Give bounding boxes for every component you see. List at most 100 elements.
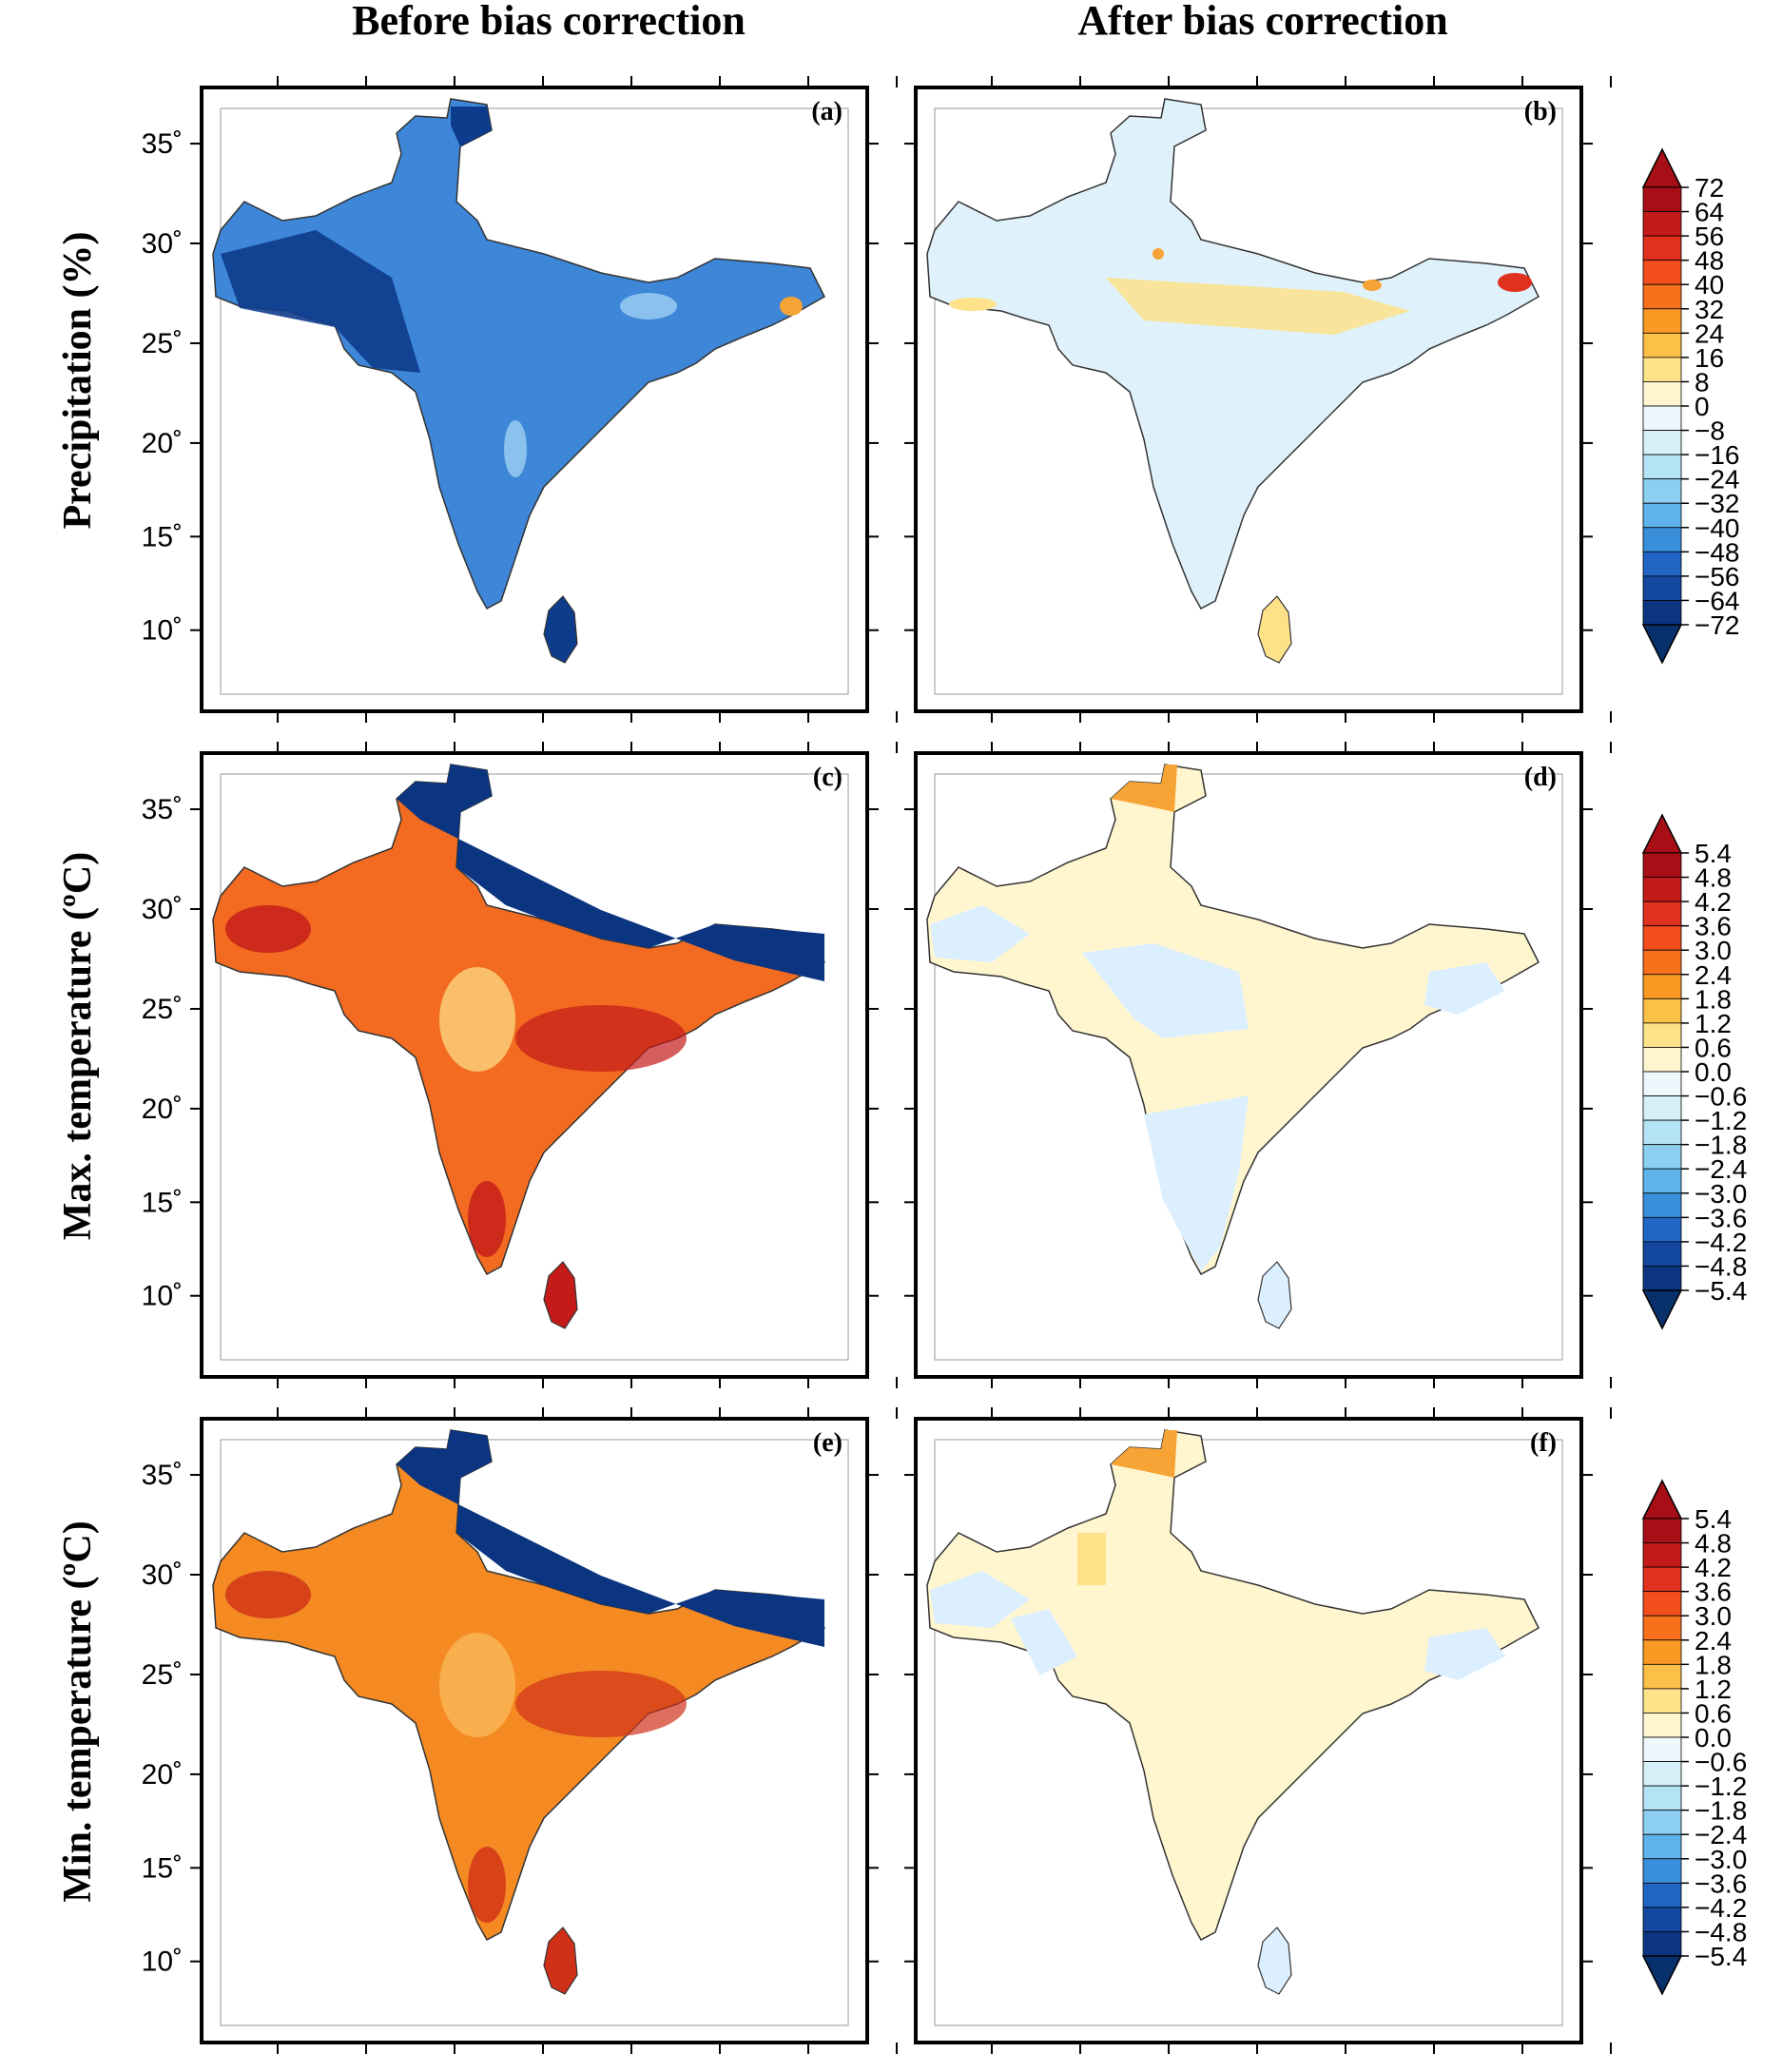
colorbar-tick-label: −16 (1695, 440, 1740, 470)
colorbar-tick-label: −40 (1695, 513, 1740, 543)
panel-label-a: (a) (811, 97, 843, 126)
colorbar-tick-label: −0.6 (1695, 1082, 1747, 1112)
colorbar-band (1642, 997, 1682, 1024)
colorbar-band (1642, 1785, 1682, 1811)
colorbar-band (1642, 600, 1682, 626)
colorbar-band (1642, 1931, 1682, 1957)
colorbar-band (1642, 1639, 1682, 1665)
map-shape-c (212, 764, 825, 1329)
colorbar-tick-label: 4.2 (1695, 887, 1732, 917)
colorbar-tick-label: 56 (1695, 222, 1724, 251)
colorbar-band (1642, 1663, 1682, 1690)
row-title-2: Min. temperature (ºC) (56, 1520, 100, 1902)
map-panel-d: (d) (904, 742, 1612, 1388)
colorbar-band (1642, 1688, 1682, 1714)
colorbar-tick-label: −1.8 (1695, 1131, 1747, 1160)
map-shape-f (926, 1429, 1540, 1995)
latitude-tick-label: 20˚ (142, 428, 183, 459)
colorbar-band (1642, 1119, 1682, 1146)
colorbar-tick-label: 48 (1695, 246, 1724, 276)
latitude-tick-label: 20˚ (142, 1759, 183, 1791)
colorbar-over-arrow (1641, 1479, 1683, 1520)
colorbar-tick-label: −1.8 (1695, 1796, 1747, 1826)
latitude-tick-label: 10˚ (142, 1946, 183, 1978)
colorbar-tick-label: 1.2 (1695, 1675, 1732, 1704)
colorbar-tick-label: −56 (1695, 562, 1740, 591)
latitude-tick-label: 35˚ (142, 794, 183, 825)
colorbar-tick-label: 4.8 (1695, 863, 1732, 893)
colorbar-tick-label: 64 (1695, 198, 1724, 227)
column-title-after: After bias correction (1077, 0, 1447, 44)
latitude-tick-label: 20˚ (142, 1094, 183, 1125)
colorbar-tick-label: −2.4 (1695, 1154, 1747, 1184)
latitude-tick-label: 25˚ (142, 994, 183, 1025)
colorbar-band (1642, 1591, 1682, 1617)
panel-frame-f (914, 1417, 1583, 2044)
colorbar-band (1642, 900, 1682, 927)
latitude-tick-label: 10˚ (142, 1281, 183, 1312)
colorbar-0: 726456484032241680−8−16−24−32−40−48−56−6… (1641, 147, 1740, 665)
colorbar-under-arrow (1641, 1955, 1683, 1996)
colorbar-tick-label: 5.4 (1695, 839, 1732, 868)
colorbar-band (1642, 1566, 1682, 1593)
colorbar-tick-label: 1.2 (1695, 1009, 1732, 1038)
colorbar-tick-label: −72 (1695, 610, 1740, 640)
colorbar-tick-label: −3.0 (1695, 1179, 1747, 1209)
colorbar-tick-label: 3.0 (1695, 936, 1732, 965)
colorbar-band (1642, 1858, 1682, 1884)
colorbar-tick-label: 0.0 (1695, 1723, 1732, 1752)
colorbar-band (1642, 1761, 1682, 1787)
colorbar-tick-label: 8 (1695, 367, 1710, 397)
colorbar-band (1642, 1615, 1682, 1641)
colorbar-band (1642, 405, 1682, 431)
panel-label-c: (c) (813, 763, 843, 792)
colorbar-tick-label: 72 (1695, 173, 1724, 203)
colorbar-band (1642, 925, 1682, 951)
colorbar-band (1642, 283, 1682, 310)
colorbar-tick-label: −4.8 (1695, 1917, 1747, 1946)
colorbar-band (1642, 1144, 1682, 1170)
colorbar-tick-label: −3.6 (1695, 1203, 1747, 1232)
colorbar-band (1642, 381, 1682, 407)
colorbar-tick-label: −4.2 (1695, 1893, 1747, 1923)
map-panel-b: (b) (904, 76, 1612, 723)
colorbar-tick-label: 0.0 (1695, 1057, 1732, 1087)
latitude-tick-label: 35˚ (142, 1460, 183, 1491)
colorbar-tick-label: −48 (1695, 537, 1740, 567)
colorbar-tick-label: 4.2 (1695, 1553, 1732, 1582)
panel-label-e: (e) (813, 1428, 843, 1458)
colorbar-2: 5.44.84.23.63.02.41.81.20.60.0−0.6−1.2−1… (1641, 1479, 1747, 1996)
latitude-tick-label: 30˚ (142, 894, 183, 925)
colorbar-band (1642, 527, 1682, 552)
colorbar-band (1642, 1907, 1682, 1932)
colorbar-band (1642, 211, 1682, 237)
colorbar-tick-label: 16 (1695, 343, 1724, 373)
colorbar-band (1642, 877, 1682, 902)
colorbar-tick-label: 5.4 (1695, 1504, 1732, 1534)
colorbar-band (1642, 575, 1682, 601)
panel-label-d: (d) (1524, 763, 1557, 792)
column-title-before: Before bias correction (352, 0, 746, 44)
colorbar-band (1642, 332, 1682, 358)
colorbar-band (1642, 1022, 1682, 1048)
panel-frame-c (200, 751, 869, 1379)
latitude-tick-label: 25˚ (142, 328, 183, 359)
colorbar-band (1642, 1241, 1682, 1267)
colorbar-tick-label: −32 (1695, 489, 1740, 518)
colorbar-band (1642, 1518, 1682, 1543)
colorbar-tick-label: 1.8 (1695, 1650, 1732, 1679)
colorbar-band (1642, 1736, 1682, 1762)
latitude-tick-label: 15˚ (142, 521, 183, 552)
colorbar-band (1642, 949, 1682, 976)
panel-frame-a (200, 86, 869, 713)
panel-frame-d (914, 751, 1583, 1379)
colorbar-tick-label: −0.6 (1695, 1748, 1747, 1777)
colorbar-band (1642, 1266, 1682, 1291)
colorbar-tick-label: −5.4 (1695, 1276, 1747, 1306)
map-shape-e (212, 1429, 825, 1995)
latitude-tick-label: 30˚ (142, 228, 183, 260)
colorbar-tick-label: −1.2 (1695, 1772, 1747, 1801)
colorbar-tick-label: −2.4 (1695, 1820, 1747, 1849)
colorbar-tick-label: 0.6 (1695, 1033, 1732, 1062)
colorbar-tick-label: −3.6 (1695, 1869, 1747, 1898)
